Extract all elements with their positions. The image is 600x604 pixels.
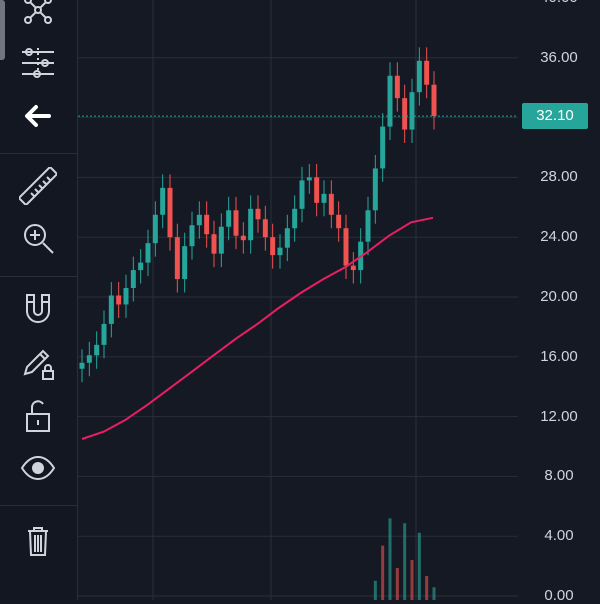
candle-body (189, 225, 195, 247)
chart-grid (78, 0, 518, 600)
candle-body (321, 193, 327, 203)
candle-body (152, 214, 158, 244)
candle-body (211, 234, 217, 254)
price-axis-label: 0.00 (544, 587, 574, 604)
price-axis-label: 40.00 (518, 0, 600, 6)
price-axis-label: 24.00 (540, 228, 578, 246)
toolbar-divider (0, 505, 77, 506)
candle-body (182, 246, 188, 280)
volume-bar (432, 587, 436, 600)
candle-body (402, 98, 408, 130)
zoom-in-icon (19, 219, 57, 262)
magnet-button[interactable] (10, 292, 66, 332)
unlock-button[interactable] (10, 398, 66, 438)
volume-bar (425, 576, 429, 600)
candle-body (240, 235, 246, 241)
last-price-tag: 32.10 (522, 103, 588, 129)
price-axis-label: 8.00 (544, 467, 574, 485)
candle-body (167, 187, 173, 238)
measure-settings-button[interactable] (10, 45, 66, 85)
candle-body (255, 208, 261, 220)
candle-body (86, 355, 92, 363)
volume-bar (381, 545, 385, 600)
pattern-tool-button[interactable] (10, 0, 66, 32)
candle-body (204, 214, 210, 235)
candle-body (277, 247, 283, 256)
arrow-left-icon (19, 97, 57, 140)
volume-bar (373, 580, 377, 600)
candle-body (145, 243, 151, 263)
price-axis-label: 4.00 (544, 527, 574, 545)
candle-body (424, 60, 430, 85)
candle-body (248, 208, 254, 241)
price-axis-label: 36.00 (540, 48, 578, 66)
volume-bars (373, 518, 436, 600)
sliders-icon (19, 44, 57, 87)
candle-body (416, 60, 422, 93)
candle-body (196, 214, 202, 226)
candle-body (394, 75, 400, 99)
eye-icon (19, 449, 57, 492)
price-axis-label: 12.00 (540, 407, 578, 425)
candle-body (116, 295, 122, 305)
price-axis-label: 16.00 (540, 347, 578, 365)
pencil-lock-icon (19, 344, 57, 387)
candle-body (101, 323, 107, 345)
trash-icon (19, 522, 57, 565)
magnet-icon (19, 291, 57, 334)
candle-body (328, 193, 334, 215)
scroll-handle[interactable] (0, 0, 5, 60)
candle-body (130, 270, 136, 289)
candle-body (284, 228, 290, 248)
pattern-icon (19, 0, 57, 34)
unlock-icon (19, 397, 57, 440)
delete-button[interactable] (10, 523, 66, 563)
candle-body (314, 177, 320, 203)
toolbar-divider (0, 276, 77, 277)
price-chart[interactable] (78, 0, 600, 600)
volume-bar (403, 523, 407, 600)
candle-body (94, 344, 100, 356)
candle-body (123, 288, 129, 305)
candle-body (299, 180, 305, 209)
candle-body (350, 265, 356, 271)
candle-body (409, 92, 415, 130)
price-axis-label: 28.00 (540, 168, 578, 186)
ruler-button[interactable] (10, 164, 66, 210)
visibility-button[interactable] (10, 450, 66, 490)
candle-body (270, 237, 276, 256)
volume-bar (417, 532, 421, 600)
candle-body (387, 75, 393, 127)
zoom-in-button[interactable] (10, 220, 66, 260)
candle-body (262, 219, 268, 238)
candle-body (138, 262, 144, 271)
volume-bar (410, 560, 414, 600)
ruler-icon (17, 164, 59, 210)
candle-body (380, 126, 386, 169)
price-axis-label: 20.00 (540, 288, 578, 305)
candle-body (226, 210, 232, 227)
drawing-toolbar (0, 0, 78, 600)
candle-body (431, 84, 437, 117)
volume-bar (388, 518, 392, 600)
candle-body (108, 295, 114, 324)
candle-body (372, 168, 378, 211)
lock-drawing-button[interactable] (10, 345, 66, 385)
candle-body (336, 214, 342, 229)
candle-body (218, 226, 224, 254)
candle-body (365, 210, 371, 242)
candle-body (343, 228, 349, 266)
moving-average-line (81, 216, 434, 440)
toolbar-divider (0, 153, 77, 154)
candle-body (292, 208, 298, 229)
candle-body (174, 237, 180, 280)
volume-bar (395, 568, 399, 600)
candlestick-series (79, 47, 437, 383)
price-axis[interactable]: 40.00 36.00 28.00 24.00 20.00 16.00 12.00 8.00 4… (518, 0, 600, 604)
back-button[interactable] (10, 98, 66, 138)
candle-body (79, 362, 85, 369)
candle-body (160, 187, 166, 215)
candle-body (306, 177, 312, 181)
candle-body (233, 210, 239, 236)
